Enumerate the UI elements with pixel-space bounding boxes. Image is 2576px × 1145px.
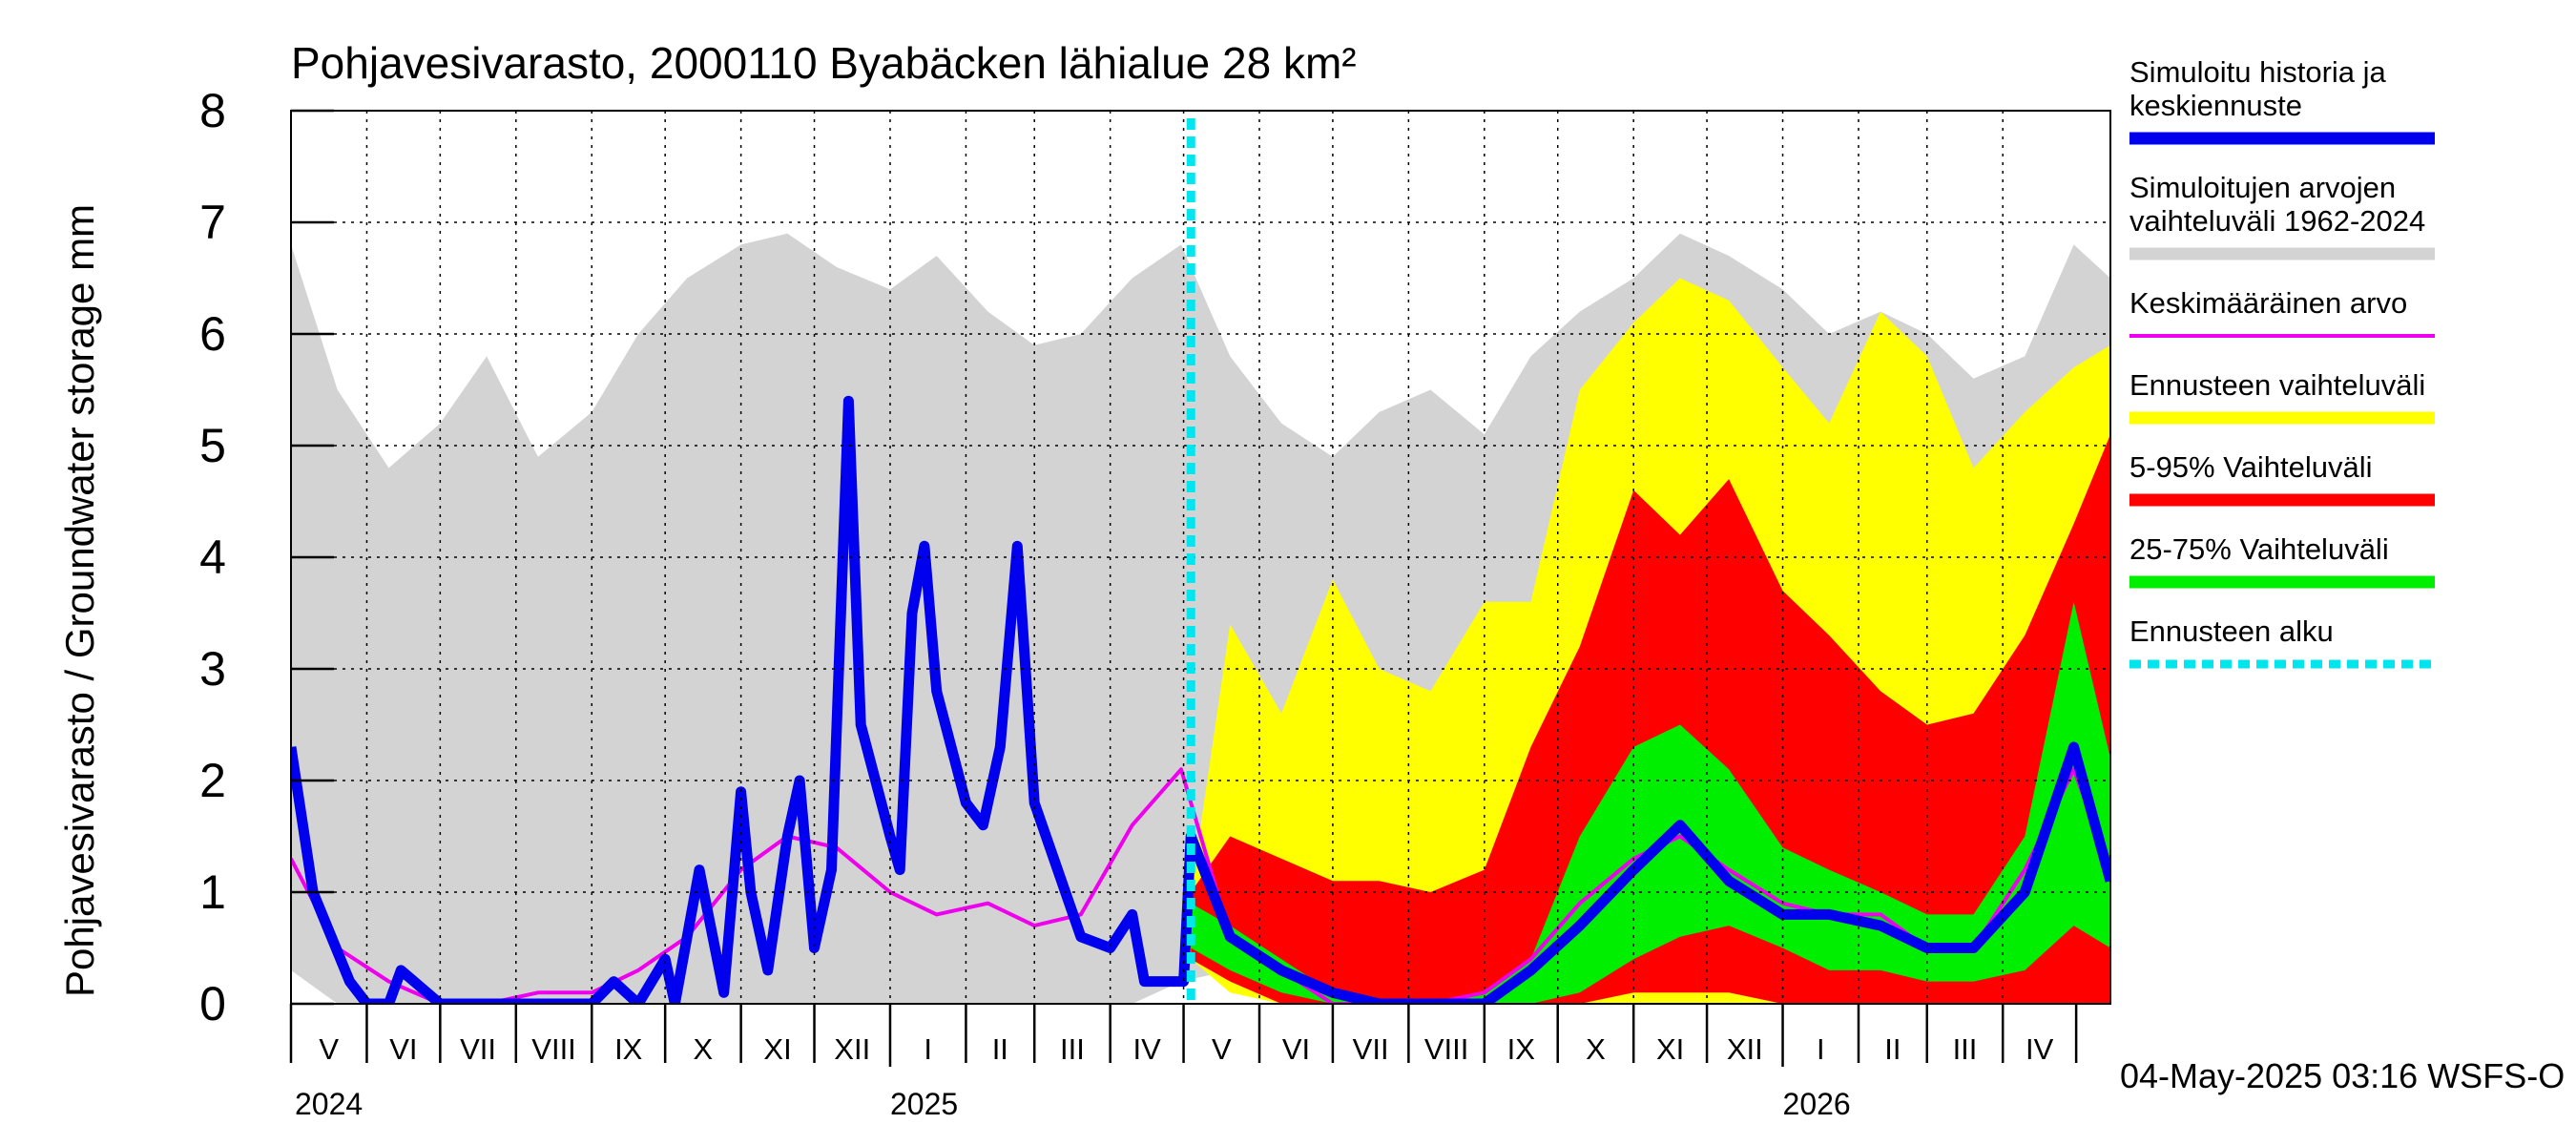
year-label: 2024 [295, 1087, 363, 1121]
month-label: II [992, 1032, 1008, 1066]
month-label: I [1817, 1032, 1825, 1066]
footer-timestamp: 04-May-2025 03:16 WSFS-O [2120, 1056, 2565, 1095]
y-tick-label: 7 [199, 196, 226, 249]
legend-label: 5-95% Vaihteluväli [2129, 450, 2372, 484]
month-label: XII [1727, 1032, 1763, 1066]
line-simuloitu-historia-ja-keskiennuste [291, 395, 2110, 1004]
band-5-95-vaihteluv-li [1191, 434, 2110, 1004]
month-label: VII [460, 1032, 496, 1066]
month-label: VIII [531, 1032, 576, 1066]
month-label: XII [834, 1032, 870, 1066]
month-label: VI [1282, 1032, 1310, 1066]
year-label: 2026 [1783, 1087, 1851, 1121]
month-label: X [694, 1032, 714, 1066]
legend-label: Keskimääräinen arvo [2129, 286, 2407, 320]
y-tick-label: 3 [199, 642, 226, 696]
month-label: III [1060, 1032, 1085, 1066]
month-label: VIII [1424, 1032, 1469, 1066]
series-layer [291, 233, 2110, 1004]
legend-label: Simuloitujen arvojen [2129, 171, 2396, 204]
y-tick-label: 8 [199, 84, 226, 137]
chart-title: Pohjavesivarasto, 2000110 Byabäcken lähi… [291, 38, 1357, 88]
band-25-75-vaihteluv-li [1191, 601, 2110, 1004]
y-tick-label: 2 [199, 754, 226, 807]
month-label: IV [1132, 1032, 1161, 1066]
month-label: III [1953, 1032, 1978, 1066]
legend-label: Simuloitu historia ja [2129, 55, 2387, 89]
month-label: V [1212, 1032, 1232, 1066]
legend-label: vaihteluväli 1962-2024 [2129, 204, 2425, 238]
y-tick-label: 5 [199, 419, 226, 472]
month-label: VII [1353, 1032, 1389, 1066]
month-label: V [319, 1032, 339, 1066]
y-tick-label: 6 [199, 307, 226, 361]
month-label: X [1586, 1032, 1606, 1066]
y-axis-label: Pohjavesivarasto / Groundwater storage m… [57, 204, 102, 997]
year-label: 2025 [890, 1087, 958, 1121]
month-label: IX [1507, 1032, 1536, 1066]
month-label: XI [1656, 1032, 1684, 1066]
y-tick-label: 1 [199, 865, 226, 919]
legend-label: Ennusteen alku [2129, 614, 2334, 648]
month-label: XI [763, 1032, 791, 1066]
month-label: VI [389, 1032, 417, 1066]
legend-label: keskiennuste [2129, 89, 2302, 122]
y-tick-label: 0 [199, 977, 226, 1030]
month-label: IV [2025, 1032, 2054, 1066]
month-label: II [1884, 1032, 1901, 1066]
y-tick-label: 4 [199, 531, 226, 584]
month-label: IX [614, 1032, 643, 1066]
legend-label: 25-75% Vaihteluväli [2129, 532, 2389, 566]
grid-layer [291, 111, 2110, 1004]
month-label: I [924, 1032, 932, 1066]
legend-label: Ennusteen vaihteluväli [2129, 368, 2425, 402]
series-group [291, 233, 2110, 1004]
